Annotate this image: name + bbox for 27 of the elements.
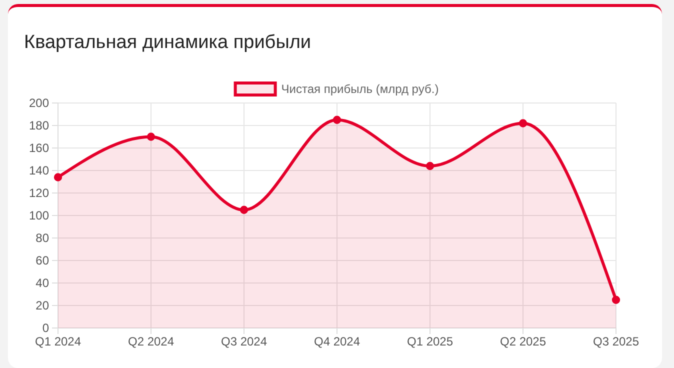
y-tick-label: 40 [36, 276, 50, 290]
y-tick-label: 140 [28, 163, 50, 178]
y-tick-label: 200 [28, 96, 50, 110]
point [332, 116, 342, 124]
x-tick-label: Q2 2024 [128, 334, 174, 349]
point [54, 173, 62, 182]
x-tick-label: Q2 2025 [500, 334, 546, 349]
y-tick-label: 180 [28, 118, 50, 132]
y-tick-label: 160 [28, 140, 50, 155]
y-tick-label: 120 [28, 186, 50, 200]
point [146, 132, 156, 141]
point [612, 296, 620, 304]
point [518, 119, 528, 128]
y-tick-label: 60 [36, 253, 50, 268]
y-tick-label: 100 [28, 208, 50, 222]
x-tick-label: Q1 2024 [34, 334, 82, 349]
x-tick-label: Q4 2024 [314, 334, 360, 349]
point [426, 162, 434, 170]
x-tick-label: Q1 2025 [406, 334, 454, 349]
y-tick-label: 80 [36, 230, 50, 245]
y-tick-label: 20 [36, 298, 50, 312]
x-tick-label: Q3 2025 [592, 334, 640, 349]
y-tick-label: 0 [42, 320, 50, 335]
legend-label: Чистая прибыль (млрд руб.) [281, 82, 439, 96]
chart-title: Квартальная динамика прибыли [24, 32, 312, 53]
point [240, 206, 248, 214]
x-tick-label: Q3 2024 [220, 334, 268, 349]
